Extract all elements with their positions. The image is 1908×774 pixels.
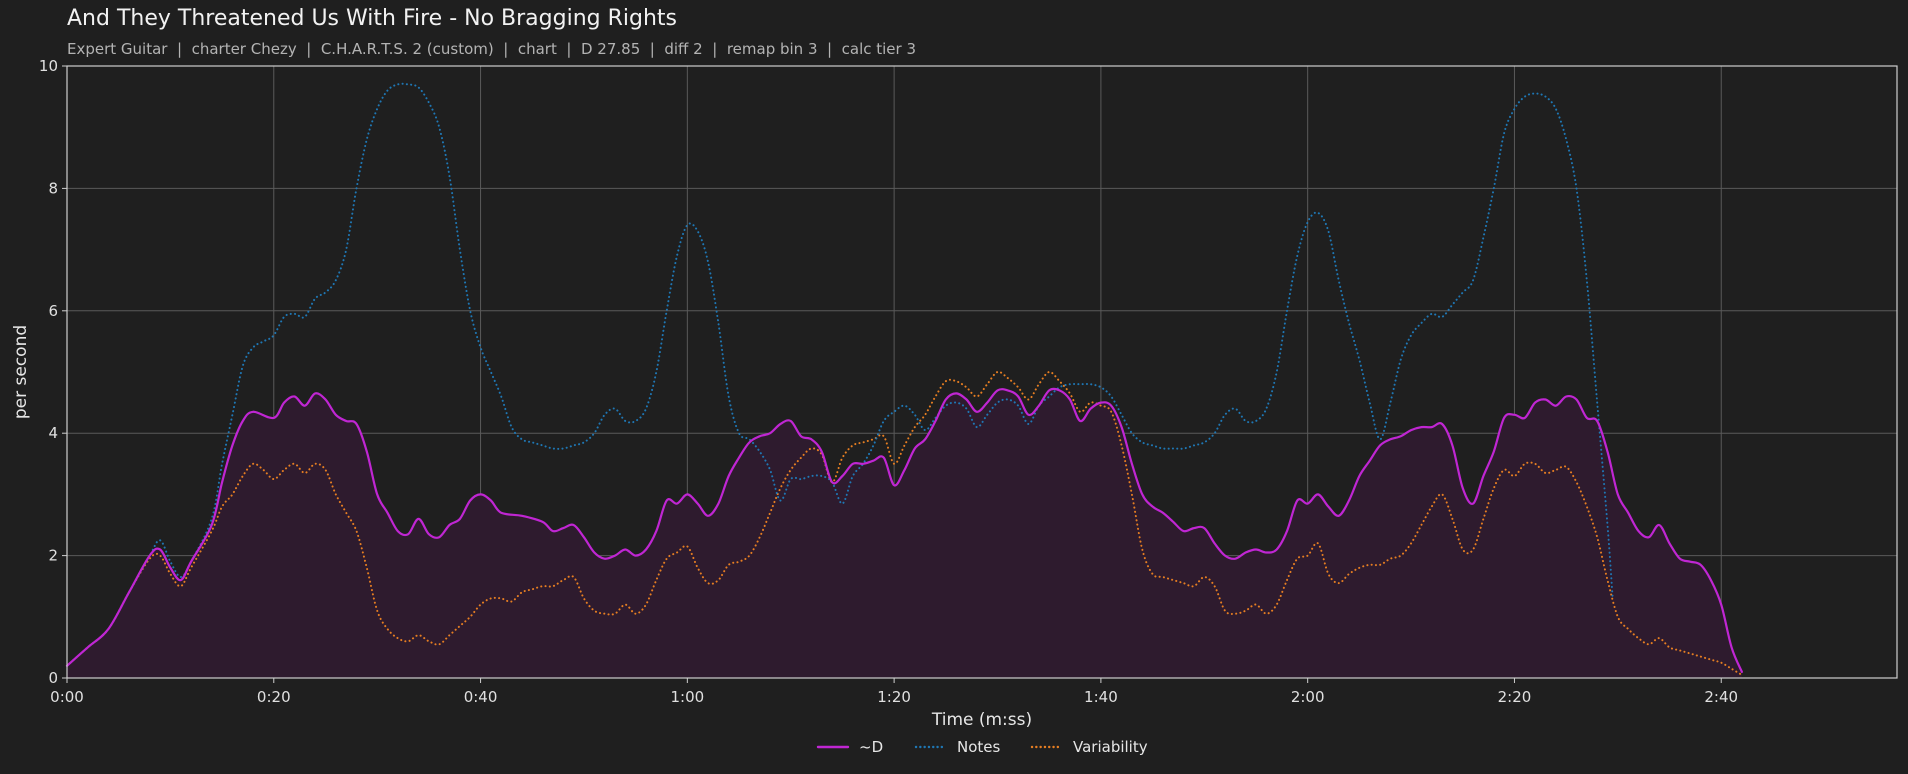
series-d-line [65,387,1743,673]
chart-title: And They Threatened Us With Fire - No Br… [67,6,677,31]
series-variability-line [66,370,1743,676]
series-fill-layer [67,388,1742,678]
x-tick-label: 2:00 [1291,688,1325,706]
y-tick-label: 6 [48,302,58,320]
legend-label-d: ~D [859,738,883,756]
plot-frame [66,65,1898,679]
x-tick-label: 2:40 [1704,688,1738,706]
legend: ~D Notes Variability [816,738,1148,756]
x-tick-label: 0:40 [464,688,498,706]
series-notes-line [66,82,1614,667]
y-axis-label: per second [11,325,31,419]
x-tick-label: 2:20 [1498,688,1532,706]
x-tick-label: 0:00 [50,688,84,706]
y-tick-label: 0 [48,669,58,687]
y-tick-label: 8 [48,179,58,197]
series-d-area [67,388,1742,678]
legend-label-notes: Notes [957,738,1001,756]
y-tick-label: 4 [48,424,58,442]
chart-subtitle: Expert Guitar | charter Chezy | C.H.A.R.… [67,40,917,58]
x-tick-label: 1:40 [1084,688,1118,706]
tick-labels: 0:00 0:20 0:40 1:00 1:20 1:40 2:00 2:20 2:40 0 2 4 6… [39,57,1738,706]
y-tick-label: 10 [39,57,58,75]
x-tick-label: 1:20 [877,688,911,706]
x-tick-label: 0:20 [257,688,291,706]
y-tick-label: 2 [48,547,58,565]
series-line-layer [65,82,1743,676]
x-axis-label: Time (m:ss) [931,710,1032,730]
x-tick-label: 1:00 [670,688,704,706]
legend-label-variability: Variability [1073,738,1148,756]
